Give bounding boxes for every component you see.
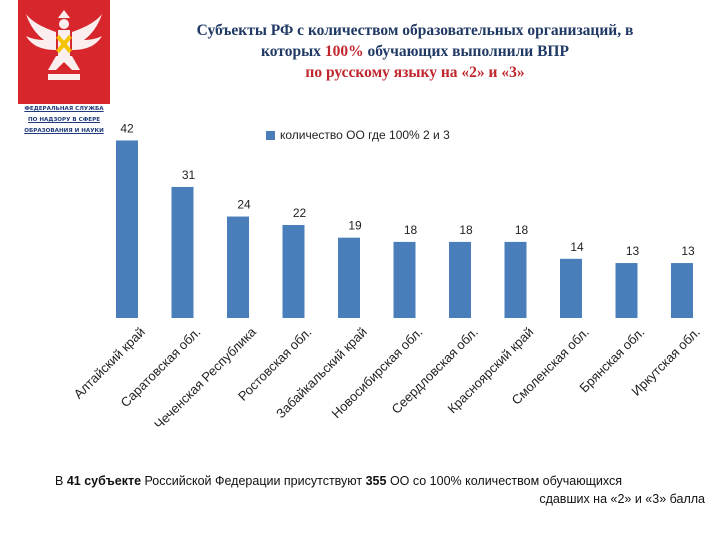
bar — [338, 237, 360, 318]
data-label: 42 — [120, 121, 134, 135]
category-label: Новосибирская обл. — [329, 324, 426, 421]
data-label: 13 — [626, 244, 640, 258]
data-label: 31 — [182, 168, 196, 182]
rosobrnadzor-logo — [18, 0, 110, 104]
data-label: 18 — [515, 223, 529, 237]
footer-note: В 41 субъекте Российской Федерации прису… — [55, 472, 705, 508]
data-label: 13 — [681, 244, 695, 258]
title-line-1: Субъекты РФ с количеством образовательны… — [196, 22, 634, 39]
footer-subjects: 41 субъекте — [66, 474, 142, 488]
slide-title: Субъекты РФ с количеством образовательны… — [125, 20, 705, 83]
data-label: 18 — [459, 223, 473, 237]
footer-line-2: сдавших на «2» и «3» балла — [539, 492, 705, 506]
bar — [171, 186, 194, 318]
agency-line-1: ФЕДЕРАЛЬНАЯ СЛУЖБА — [24, 106, 104, 112]
data-label: 19 — [348, 219, 362, 233]
bar — [282, 225, 305, 318]
bar — [504, 241, 527, 318]
legend-label: количество ОО где 100% 2 и 3 — [280, 128, 450, 142]
footer-pre: В — [55, 474, 67, 488]
title-line-2: которых 100% обучающих выполнили ВПР — [125, 41, 705, 62]
bar — [671, 263, 693, 318]
data-label: 22 — [293, 206, 307, 220]
eagle-emblem-icon — [26, 10, 102, 80]
bar — [449, 241, 471, 318]
agency-name: ФЕДЕРАЛЬНАЯ СЛУЖБА ПО НАДЗОРУ В СФЕРЕ ОБ… — [18, 104, 110, 150]
agency-line-3: ОБРАЗОВАНИЯ И НАУКИ — [24, 128, 104, 134]
bar — [615, 263, 638, 318]
bar — [116, 140, 138, 318]
bar — [560, 258, 582, 318]
title-line-3: по русскому языку на «2» и «3» — [305, 64, 525, 81]
agency-line-2: ПО НАДЗОРУ В СФЕРЕ — [27, 117, 101, 123]
category-label: Чеченская Республика — [151, 324, 259, 432]
footer-post: ОО со 100% количеством обучающихся — [386, 474, 622, 488]
footer-line-1: В 41 субъекте Российской Федерации прису… — [55, 472, 705, 490]
bar — [393, 241, 416, 318]
chart-legend: количество ОО где 100% 2 и 3 — [266, 128, 450, 142]
title-line-2-end: обучающих выполнили ВПР — [363, 43, 569, 60]
title-percent: 100% — [324, 43, 364, 60]
footer-count: 355 — [365, 474, 387, 488]
data-label: 14 — [570, 240, 584, 254]
bar — [227, 216, 249, 318]
footer-mid: Российской Федерации присутствуют — [141, 474, 366, 488]
data-label: 24 — [237, 198, 251, 212]
legend-swatch — [266, 130, 275, 140]
data-label: 18 — [404, 223, 418, 237]
title-line-2-start: которых — [261, 43, 325, 60]
category-label: Забайкальский край — [273, 324, 370, 421]
